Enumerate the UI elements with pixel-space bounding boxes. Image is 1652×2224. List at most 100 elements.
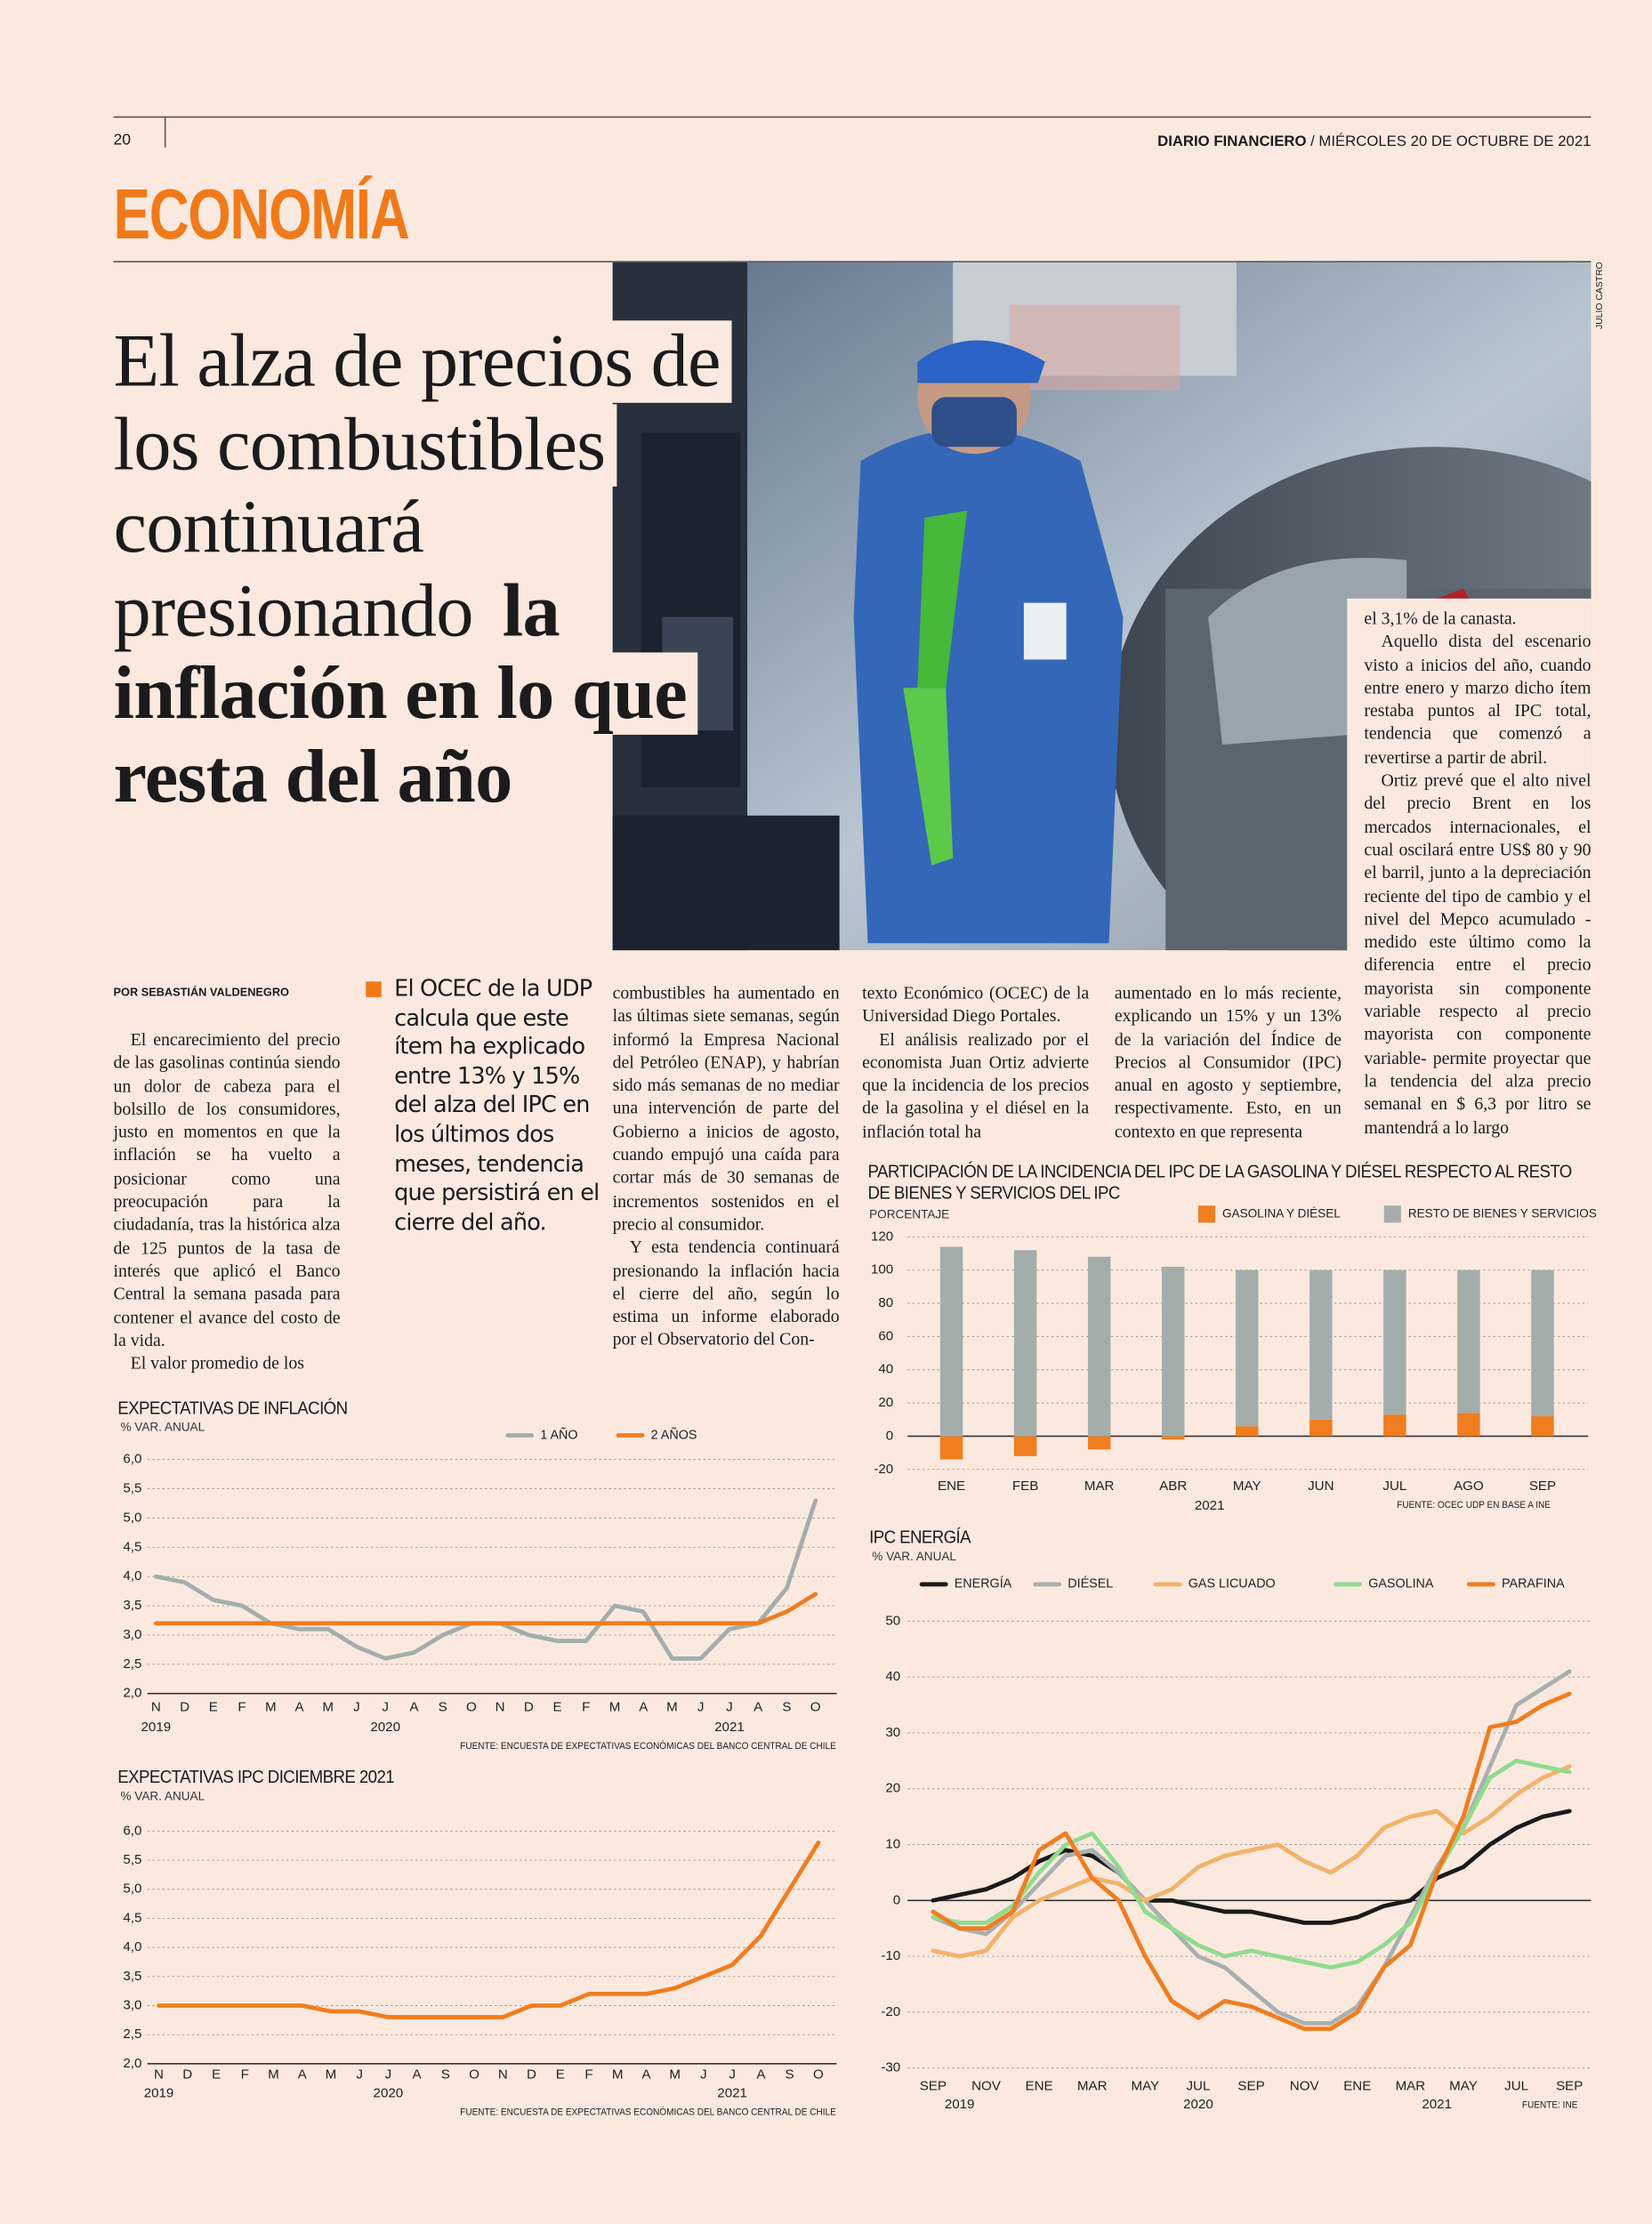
x-tick-label: FEB — [1012, 1479, 1038, 1494]
x-tick-label: O — [469, 2067, 479, 2083]
bar-segment — [1310, 1419, 1333, 1437]
headline-regular: El alza de precios de los combustibles c… — [113, 320, 732, 652]
x-tick-label: SEP — [920, 2078, 947, 2093]
x-tick-label: A — [409, 1700, 419, 1715]
y-tick-label: -30 — [881, 2060, 900, 2075]
y-tick-label: 3,5 — [123, 1598, 141, 1613]
x-tick-label: SEP — [1237, 2078, 1264, 2093]
chart-source: FUENTE: ENCUESTA DE EXPECTATIVAS ECONÓMI… — [460, 2107, 837, 2118]
x-group-label: 2021 — [1422, 2097, 1452, 2112]
legend-label: 1 AÑO — [540, 1427, 577, 1442]
y-tick-label: -10 — [881, 1948, 900, 1963]
x-tick-label: M — [609, 1700, 621, 1715]
x-tick-label: F — [238, 1700, 246, 1715]
y-tick-label: 3,0 — [123, 1997, 141, 2012]
y-tick-label: 120 — [871, 1229, 893, 1244]
paragraph: texto Económico (OCEC) de la Universidad… — [862, 982, 1090, 1027]
x-tick-label: A — [753, 1700, 763, 1715]
y-tick-label: 2,5 — [123, 2027, 141, 2042]
x-tick-label: ENE — [1343, 2078, 1371, 2093]
y-tick-label: 40 — [885, 1669, 900, 1684]
x-tick-label: A — [298, 2067, 308, 2083]
line-series — [931, 1669, 1572, 2026]
byline: POR SEBASTIÁN VALDENEGRO — [113, 986, 289, 999]
y-tick-label: 60 — [878, 1328, 893, 1343]
y-tick-label: 0 — [886, 1428, 893, 1443]
x-tick-label: M — [669, 2067, 681, 2083]
y-tick-label: 5,5 — [123, 1852, 141, 1867]
bar-segment — [1383, 1414, 1406, 1437]
y-tick-label: 0 — [893, 1892, 900, 1907]
paragraph: Aquello dista del escenario visto a inic… — [1364, 631, 1592, 768]
y-tick-label: 3,5 — [123, 1969, 141, 1984]
x-tick-label: J — [385, 2067, 392, 2083]
x-tick-label: O — [810, 1700, 821, 1715]
x-tick-label: J — [353, 1700, 360, 1715]
text-column: El encarecimiento del precio de las gaso… — [114, 1028, 341, 1375]
x-tick-label: J — [356, 2067, 363, 2083]
y-tick-label: 10 — [885, 1837, 900, 1852]
paragraph: aumentado en lo más reciente, explicando… — [1114, 982, 1342, 1142]
x-tick-label: A — [756, 2067, 766, 2083]
x-tick-label: NOV — [1290, 2078, 1320, 2093]
bar-segment — [1531, 1416, 1554, 1437]
legend-label: GAS LICUADO — [1189, 1577, 1276, 1591]
x-tick-label: MAR — [1396, 2078, 1426, 2093]
y-tick-label: 40 — [878, 1362, 893, 1377]
bar-segment — [1087, 1256, 1111, 1437]
x-tick-label: JUL — [1186, 2078, 1210, 2093]
x-tick-label: S — [782, 1700, 791, 1715]
chart-subtitle: PORCENTAJE — [869, 1206, 950, 1221]
legend-swatch — [1383, 1205, 1401, 1223]
y-tick-label: 3,0 — [123, 1627, 141, 1642]
paragraph: El encarecimiento del precio de las gaso… — [113, 1029, 341, 1350]
y-tick-label: 4,5 — [123, 1910, 141, 1925]
y-tick-label: 5,0 — [123, 1882, 141, 1897]
legend-label: GASOLINA — [1368, 1577, 1434, 1591]
chart-source: FUENTE: ENCUESTA DE EXPECTATIVAS ECONÓMI… — [460, 1741, 837, 1753]
x-tick-label: AGO — [1454, 1479, 1484, 1494]
y-tick-label: 2,0 — [123, 1686, 141, 1701]
bar-segment — [939, 1436, 963, 1460]
x-tick-label: N — [154, 2067, 164, 2083]
y-tick-label: 2,0 — [123, 2056, 141, 2071]
paragraph: El valor promedio de los — [130, 1353, 304, 1374]
bar-segment — [1531, 1269, 1554, 1417]
x-tick-label: SEP — [1556, 2078, 1583, 2093]
bar-segment — [1087, 1436, 1111, 1450]
x-group-label: 2020 — [374, 2085, 404, 2100]
x-tick-label: M — [265, 1700, 277, 1715]
chart-source: FUENTE: INE — [1522, 2100, 1579, 2111]
x-tick-label: M — [322, 1700, 334, 1715]
x-tick-label: J — [726, 1700, 733, 1715]
y-tick-label: 20 — [878, 1395, 893, 1410]
x-tick-label: O — [813, 2067, 824, 2083]
page-number-divider — [164, 117, 166, 148]
x-tick-label: JUN — [1308, 1479, 1334, 1494]
x-tick-label: ENE — [1026, 2078, 1053, 2093]
chart-title: EXPECTATIVAS IPC DICIEMBRE 2021 — [117, 1766, 395, 1787]
x-tick-label: M — [268, 2067, 279, 2083]
x-group-label: 2019 — [144, 2085, 174, 2100]
y-tick-label: 20 — [885, 1781, 900, 1796]
y-tick-label: 4,5 — [123, 1539, 141, 1554]
legend-label: ENERGÍA — [955, 1576, 1012, 1591]
x-tick-label: D — [180, 1700, 189, 1715]
paper-name: DIARIO FINANCIERO — [1157, 133, 1307, 151]
x-group-label: 2021 — [714, 1720, 745, 1735]
top-rule — [113, 116, 1592, 118]
x-group-label: 2020 — [1183, 2097, 1213, 2112]
x-tick-label: F — [241, 2067, 249, 2083]
y-tick-label: 5,0 — [123, 1510, 141, 1525]
highlight-quote: El OCEC de la UDP calcula que este ítem … — [394, 974, 600, 1236]
x-tick-label: D — [182, 2067, 192, 2083]
legend-label: RESTO DE BIENES Y SERVICIOS — [1408, 1206, 1597, 1220]
page-number: 20 — [113, 132, 132, 149]
x-tick-label: A — [294, 1700, 304, 1715]
x-tick-label: A — [641, 2067, 651, 2083]
bar-segment — [1161, 1436, 1185, 1440]
x-tick-label: J — [729, 2067, 736, 2083]
text-column: el 3,1% de la canasta. Aquello dista del… — [1347, 598, 1592, 1152]
x-tick-label: J — [382, 1700, 389, 1715]
x-tick-label: N — [498, 2067, 508, 2083]
